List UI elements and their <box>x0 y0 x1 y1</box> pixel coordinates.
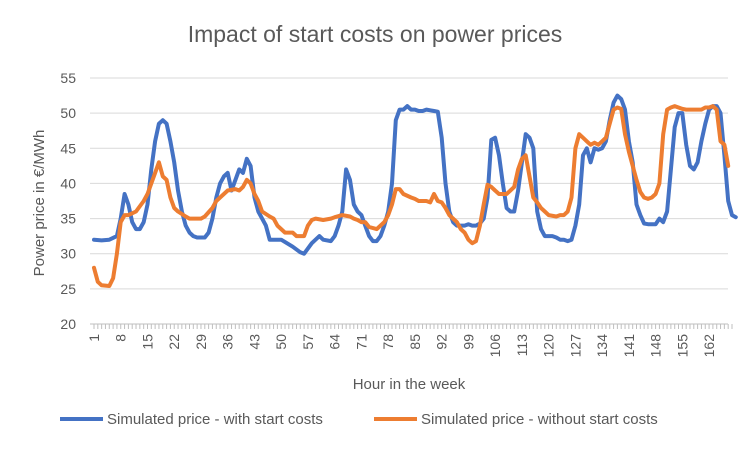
x-tick-label: 57 <box>300 334 316 350</box>
y-tick-label: 20 <box>60 316 76 332</box>
x-tick-label: 15 <box>139 334 155 350</box>
x-tick-label: 22 <box>166 334 182 350</box>
x-tick-label: 36 <box>220 334 236 350</box>
y-tick-label: 50 <box>60 105 76 121</box>
x-axis-tick-labels: 1 8 15 22 29 36 43 50 57 64 71 78 85 92 99 106 113 120 127… <box>86 334 717 358</box>
x-tick-label: 50 <box>273 334 289 350</box>
legend-label-without-start-costs: Simulated price - without start costs <box>421 411 658 428</box>
y-tick-label: 30 <box>60 246 76 262</box>
x-tick-label: 85 <box>407 334 423 350</box>
y-tick-label: 40 <box>60 175 76 191</box>
series-line-with-start-costs <box>92 93 738 256</box>
x-tick-label: 120 <box>541 334 557 358</box>
y-tick-label: 55 <box>60 70 76 86</box>
series-line-without-start-costs <box>92 104 731 288</box>
x-tick-label: 141 <box>621 334 637 358</box>
x-tick-label: 8 <box>113 334 129 342</box>
x-tick-label: 29 <box>193 334 209 350</box>
x-tick-label: 106 <box>487 334 503 358</box>
x-tick-label: 1 <box>86 334 102 342</box>
series-lines <box>92 93 738 288</box>
x-tick-label: 43 <box>246 334 262 350</box>
x-tick-label: 155 <box>674 334 690 358</box>
x-tick-label: 92 <box>434 334 450 350</box>
legend-label-with-start-costs: Simulated price - with start costs <box>107 411 323 428</box>
y-tick-label: 25 <box>60 281 76 297</box>
x-tick-label: 99 <box>460 334 476 350</box>
y-axis-tick-labels: 20 25 30 35 40 45 50 55 <box>60 70 76 332</box>
chart-title: Impact of start costs on power prices <box>188 21 563 47</box>
x-tick-label: 71 <box>353 334 369 350</box>
x-tick-label: 127 <box>567 334 583 358</box>
x-tick-label: 113 <box>514 334 530 357</box>
x-axis-title: Hour in the week <box>353 376 466 393</box>
y-tick-label: 35 <box>60 211 76 227</box>
y-axis-title: Power price in €/MWh <box>31 130 48 277</box>
x-tick-label: 64 <box>327 334 343 350</box>
x-tick-label: 134 <box>594 334 610 358</box>
x-tick-label: 162 <box>701 334 717 358</box>
x-tick-label: 148 <box>648 334 664 358</box>
legend: Simulated price - with start costs Simul… <box>60 411 658 428</box>
y-tick-label: 45 <box>60 140 76 156</box>
x-tick-label: 78 <box>380 334 396 350</box>
